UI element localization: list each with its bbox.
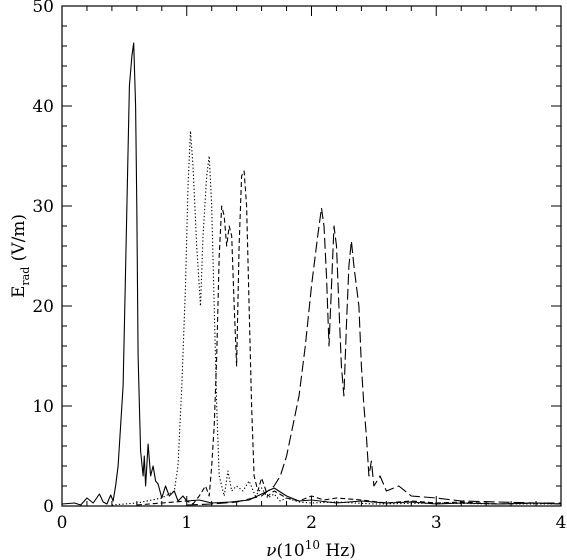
y-tick-label: 50 <box>32 0 54 17</box>
y-axis-unit: (V/m) <box>9 214 29 267</box>
y-axis-main: E <box>9 286 29 298</box>
x-axis-base: (10 <box>276 541 304 560</box>
y-tick-label: 40 <box>32 97 54 117</box>
series-line-dashed <box>136 170 562 506</box>
series-line-dotted <box>111 130 561 506</box>
x-tick-label: 2 <box>306 513 317 533</box>
series-line-longdashed <box>186 207 561 506</box>
x-tick-label: 3 <box>431 513 442 533</box>
y-tick-label: 30 <box>32 197 54 217</box>
y-tick-label: 10 <box>32 397 54 417</box>
x-axis-unit: Hz) <box>320 541 356 560</box>
series-line-solid <box>61 42 562 506</box>
y-axis-title: Erad (V/m) <box>9 214 32 298</box>
x-tick-label: 0 <box>57 513 68 533</box>
x-tick-label: 4 <box>556 513 567 533</box>
x-axis-exponent: 10 <box>305 538 320 552</box>
series-group <box>61 42 562 506</box>
y-tick-label: 0 <box>43 497 54 517</box>
x-axis-title: ν(1010 Hz) <box>266 538 356 560</box>
y-axis-subscript: rad <box>19 267 32 286</box>
x-axis-symbol: ν <box>266 541 276 560</box>
x-tick-label: 1 <box>181 513 192 533</box>
y-tick-label: 20 <box>32 297 54 317</box>
